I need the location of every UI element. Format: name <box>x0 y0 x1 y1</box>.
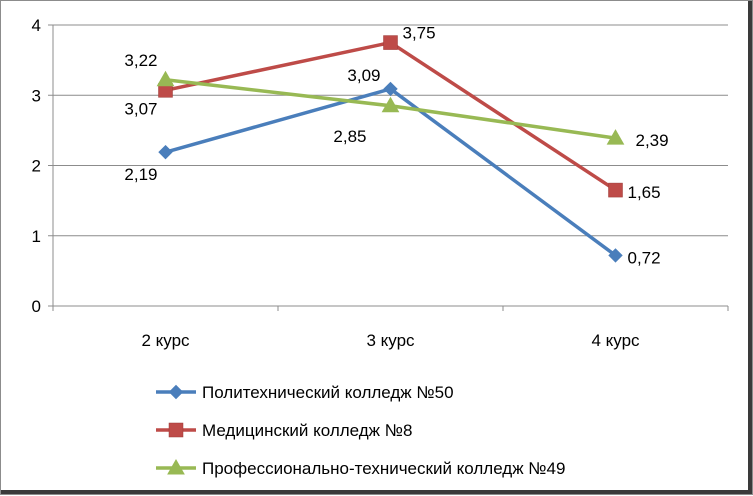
legend: Политехнический колледж №50 Медицинский к… <box>156 383 565 478</box>
legend-label: Медицинский колледж №8 <box>202 421 412 440</box>
data-point-marker <box>158 144 173 160</box>
y-tick-label: 1 <box>32 227 41 246</box>
data-labels: 2,19 3,09 0,72 3,07 3,75 1,65 3,22 2,85 2,39 <box>124 24 668 268</box>
series-line <box>165 87 617 257</box>
data-label: 3,75 <box>403 24 436 43</box>
legend-label: Политехнический колледж №50 <box>202 383 454 402</box>
data-point-marker <box>383 81 398 97</box>
x-tick-label: 2 курс <box>141 331 190 350</box>
x-axis-ticks: 2 курс 3 курс 4 курс <box>141 331 640 350</box>
data-point-marker <box>608 248 623 263</box>
legend-marker <box>168 422 184 438</box>
legend-marker <box>168 384 184 400</box>
data-point-marker <box>156 70 175 87</box>
data-label: 3,07 <box>124 99 157 118</box>
x-tick-label: 3 курс <box>366 331 415 350</box>
legend-marker <box>167 458 185 475</box>
data-label: 3,22 <box>124 51 157 70</box>
x-tick-label: 4 курс <box>591 331 640 350</box>
y-axis-ticks: 0 1 2 3 4 <box>32 16 41 316</box>
data-point-marker <box>383 35 398 50</box>
y-tick-label: 4 <box>32 16 41 35</box>
data-label: 1,65 <box>628 183 661 202</box>
data-point-marker <box>381 96 400 113</box>
data-point-marker <box>608 182 623 198</box>
series-line <box>165 40 617 192</box>
legend-label: Профессионально-технический колледж №49 <box>202 459 565 478</box>
data-label: 0,72 <box>628 248 661 267</box>
data-label: 3,09 <box>347 66 380 85</box>
axes <box>48 24 729 311</box>
data-label: 2,85 <box>333 127 366 146</box>
data-label: 2,39 <box>636 131 669 150</box>
y-tick-label: 0 <box>32 297 41 316</box>
series-group <box>156 35 625 263</box>
y-tick-label: 2 <box>32 157 41 176</box>
y-tick-label: 3 <box>32 86 41 105</box>
data-point-marker <box>606 129 625 145</box>
data-label: 2,19 <box>124 165 157 184</box>
